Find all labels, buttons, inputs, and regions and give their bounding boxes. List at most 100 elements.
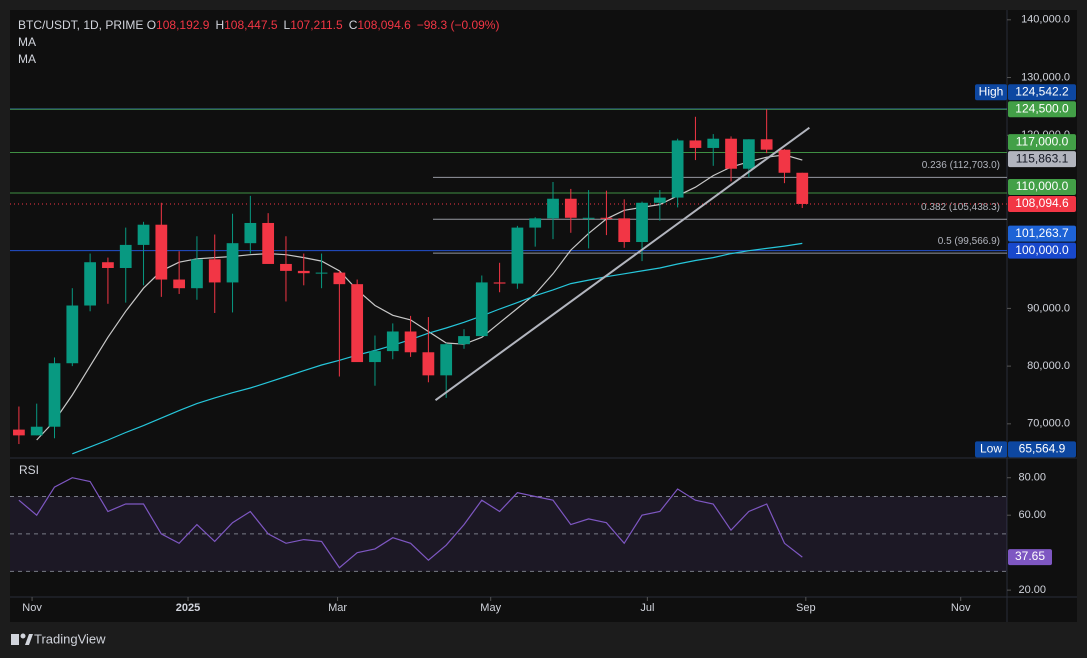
price-label: 124,500.0 <box>1015 101 1069 115</box>
x-tick-label: Mar <box>328 602 347 614</box>
chart-panel <box>10 10 1077 622</box>
candle-body <box>529 218 542 228</box>
candle-body <box>102 262 114 268</box>
legend-entry: MA <box>18 52 36 66</box>
candle-body <box>689 140 702 148</box>
candle-body <box>262 222 275 264</box>
candle-body <box>564 198 577 218</box>
candle-body <box>440 344 453 376</box>
candle-body <box>707 138 720 148</box>
price-tag-box <box>975 441 1007 458</box>
price-label: 101,263.7 <box>1015 226 1069 240</box>
candle-body <box>173 279 186 289</box>
ohlc-fields: O108,192.9 H108,447.5 L107,211.5 C108,094.6 <box>147 18 417 32</box>
ohlc-value: 108,094.6 <box>357 18 411 32</box>
rsi-value-box <box>1008 549 1052 566</box>
ohlc-value: 107,211.5 <box>290 18 343 32</box>
ohlc-value: 108,447.5 <box>224 18 278 32</box>
price-label-box <box>1008 195 1076 212</box>
price-label-box <box>1008 101 1076 118</box>
price-label: 65,564.9 <box>1019 442 1066 456</box>
candle-body <box>778 149 791 173</box>
legend: BTC/USDT, 1D, PRIME O108,192.9 H108,447.5… <box>18 17 505 68</box>
price-label: 108,094.6 <box>1015 196 1069 210</box>
candle-body <box>725 138 737 169</box>
ohlc-key: C <box>348 18 358 32</box>
price-label: 115,863.1 <box>1016 151 1069 165</box>
y-tick-label: 90,000.0 <box>1027 302 1070 314</box>
price-tag-box <box>975 84 1007 101</box>
ohlc-row: BTC/USDT, 1D, PRIME O108,192.9 H108,447.5… <box>18 17 505 34</box>
fib-label: 0.382 (105,438.3) <box>921 202 1000 213</box>
price-tag: High <box>979 84 1004 98</box>
candle-body <box>30 426 43 436</box>
rsi-value-label: 37.65 <box>1015 549 1045 563</box>
candle-body <box>13 429 25 436</box>
legend-entry: MA <box>18 35 36 49</box>
candle-body <box>119 244 132 268</box>
candle-body <box>511 227 524 284</box>
moving-average <box>72 242 803 455</box>
ohlc-value: 108,192.9 <box>156 18 210 32</box>
rsi-y-tick-label: 60.00 <box>1018 509 1046 521</box>
rsi-y-tick-label: 20.00 <box>1018 584 1046 596</box>
x-tick-label: May <box>480 602 501 614</box>
branding: TradingView <box>34 631 106 646</box>
candle-body <box>155 224 168 280</box>
candle-body <box>66 305 79 364</box>
price-label-box <box>1008 134 1076 151</box>
x-tick-label: Nov <box>22 602 42 614</box>
candle-body <box>422 352 435 376</box>
x-tick-label: Jul <box>640 602 654 614</box>
candle-body <box>315 272 328 274</box>
fib-label: 0.5 (99,566.9) <box>938 236 1000 247</box>
price-label: 110,000.0 <box>1016 179 1069 193</box>
price-label-box <box>1008 242 1076 259</box>
x-tick-label: Sep <box>796 602 816 614</box>
ohlc-key: L <box>283 18 291 32</box>
price-label-box <box>1008 84 1076 101</box>
candle-body <box>351 284 364 363</box>
candle-body <box>582 217 595 219</box>
candle-body <box>244 222 257 244</box>
price-label-box <box>1008 225 1076 242</box>
rsi-y-tick-label: 80.00 <box>1018 472 1046 484</box>
candle-body <box>333 272 346 285</box>
candle-body <box>386 331 399 352</box>
candle-body <box>137 224 150 245</box>
candle-body <box>636 202 648 243</box>
candle-body <box>493 282 506 284</box>
price-tag: Low <box>980 442 1002 456</box>
candle-body <box>760 139 773 150</box>
candle-body <box>48 363 61 427</box>
ohlc-key: H <box>215 18 225 32</box>
candle-body <box>653 197 666 203</box>
candle-body <box>191 259 203 289</box>
price-label: 100,000.0 <box>1015 243 1069 257</box>
trendline <box>434 126 810 401</box>
candle-body <box>280 263 292 271</box>
candle-body <box>671 140 684 198</box>
y-tick-label: 130,000.0 <box>1021 71 1070 83</box>
candle-body <box>475 282 488 337</box>
candle-body <box>208 259 221 283</box>
rsi-title: RSI <box>19 463 39 477</box>
change: −98.3 (−0.09%) <box>416 18 500 32</box>
price-label-box <box>1008 441 1076 458</box>
price-label-box <box>1008 178 1076 195</box>
price-label: 124,542.2 <box>1015 84 1069 98</box>
y-tick-label: 80,000.0 <box>1027 360 1070 372</box>
x-tick-label: 2025 <box>176 602 200 614</box>
ohlc-key: O <box>146 18 157 32</box>
price-label-box <box>1008 151 1076 168</box>
candle-body <box>369 351 381 363</box>
price-label: 117,000.0 <box>1016 134 1069 148</box>
candle-body <box>226 243 239 283</box>
y-tick-label: 140,000.0 <box>1021 14 1070 26</box>
candle-body <box>600 217 613 219</box>
rsi-line <box>18 477 803 569</box>
candle-body <box>84 262 96 306</box>
candle-body <box>297 270 310 274</box>
